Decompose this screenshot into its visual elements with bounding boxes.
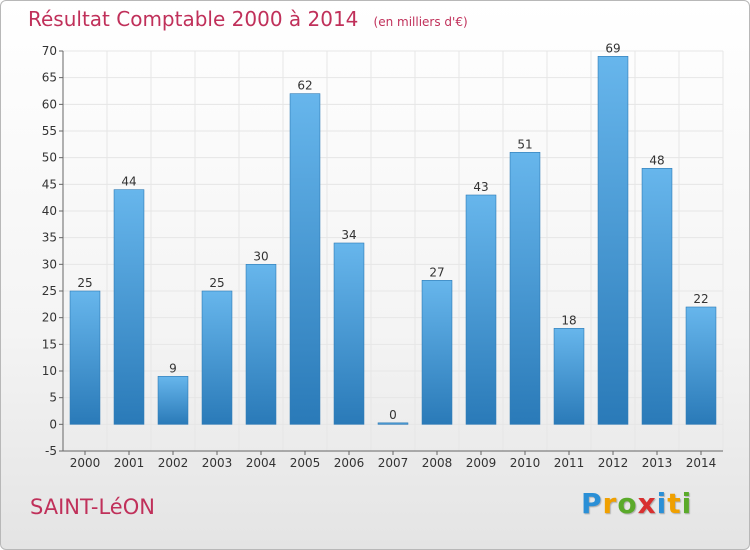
y-tick-label: 20 — [42, 311, 57, 325]
y-tick-label: 45 — [42, 177, 57, 191]
x-tick-label: 2014 — [686, 456, 717, 470]
data-label: 62 — [297, 79, 312, 93]
logo-letter: x — [637, 487, 657, 520]
y-tick-label: 70 — [42, 44, 57, 58]
bar — [377, 422, 409, 425]
data-label: 25 — [77, 276, 92, 290]
bar — [333, 242, 365, 425]
bar — [509, 152, 541, 425]
y-tick-label: 10 — [42, 364, 57, 378]
data-label: 22 — [693, 292, 708, 306]
bar — [201, 290, 233, 425]
data-label: 9 — [169, 361, 177, 375]
y-tick-label: 55 — [42, 124, 57, 138]
x-tick-label: 2008 — [422, 456, 453, 470]
y-tick-label: 15 — [42, 337, 57, 351]
data-label: 18 — [561, 313, 576, 327]
x-tick-label: 2002 — [158, 456, 189, 470]
data-label: 43 — [473, 180, 488, 194]
x-tick-label: 2001 — [114, 456, 145, 470]
bar — [113, 189, 145, 425]
bar — [289, 93, 321, 425]
x-tick-label: 2006 — [334, 456, 365, 470]
y-tick-label: 65 — [42, 71, 57, 85]
proxiti-logo: Proxiti — [581, 487, 692, 520]
data-label: 44 — [121, 175, 136, 189]
bar — [553, 328, 585, 425]
chart-title-unit: (en milliers d'€) — [373, 15, 468, 29]
data-label: 69 — [605, 41, 620, 55]
data-label: 48 — [649, 153, 664, 167]
logo-letter: t — [667, 487, 682, 520]
bar — [157, 376, 189, 425]
x-tick-label: 2011 — [554, 456, 585, 470]
data-labels: 25 44 9 25 30 62 34 0 27 43 51 18 69 48 22 — [77, 41, 708, 422]
bar — [245, 264, 277, 425]
logo-letter: i — [656, 487, 668, 520]
bar — [69, 290, 101, 425]
y-tick-label: 0 — [49, 417, 57, 431]
logo-letter: P — [581, 487, 603, 520]
y-tick-label: 30 — [42, 257, 57, 271]
bars — [69, 56, 717, 425]
bar — [685, 306, 717, 425]
x-tick-label: 2004 — [246, 456, 277, 470]
x-tick-label: 2003 — [202, 456, 233, 470]
x-tick-label: 2005 — [290, 456, 321, 470]
x-tick-label: 2012 — [598, 456, 629, 470]
chart-title: Résultat Comptable 2000 à 2014 (en milli… — [28, 7, 468, 31]
data-label: 51 — [517, 137, 532, 151]
town-name: SAINT-LéON — [30, 495, 155, 519]
x-tick-label: 2010 — [510, 456, 541, 470]
logo-letter: i — [681, 487, 693, 520]
x-tick-label: 2007 — [378, 456, 409, 470]
x-tick-label: 2009 — [466, 456, 497, 470]
bar — [421, 280, 453, 425]
data-label: 27 — [429, 265, 444, 279]
y-tick-label: 35 — [42, 231, 57, 245]
y-tick-label: 60 — [42, 97, 57, 111]
y-tick-label: 40 — [42, 204, 57, 218]
data-label: 25 — [209, 276, 224, 290]
x-tick-label: 2013 — [642, 456, 673, 470]
bar — [597, 56, 629, 425]
data-label: 30 — [253, 249, 268, 263]
y-tick-label: 5 — [49, 391, 57, 405]
logo-letter: o — [617, 487, 638, 520]
bar — [465, 194, 497, 425]
data-label: 0 — [389, 408, 397, 422]
y-tick-label: -5 — [45, 444, 57, 458]
y-tick-label: 25 — [42, 284, 57, 298]
x-tick-label: 2000 — [70, 456, 101, 470]
logo-letter: r — [602, 487, 618, 520]
data-label: 34 — [341, 228, 356, 242]
bar — [641, 168, 673, 425]
y-tick-label: 50 — [42, 151, 57, 165]
chart-title-main: Résultat Comptable 2000 à 2014 — [28, 7, 359, 31]
